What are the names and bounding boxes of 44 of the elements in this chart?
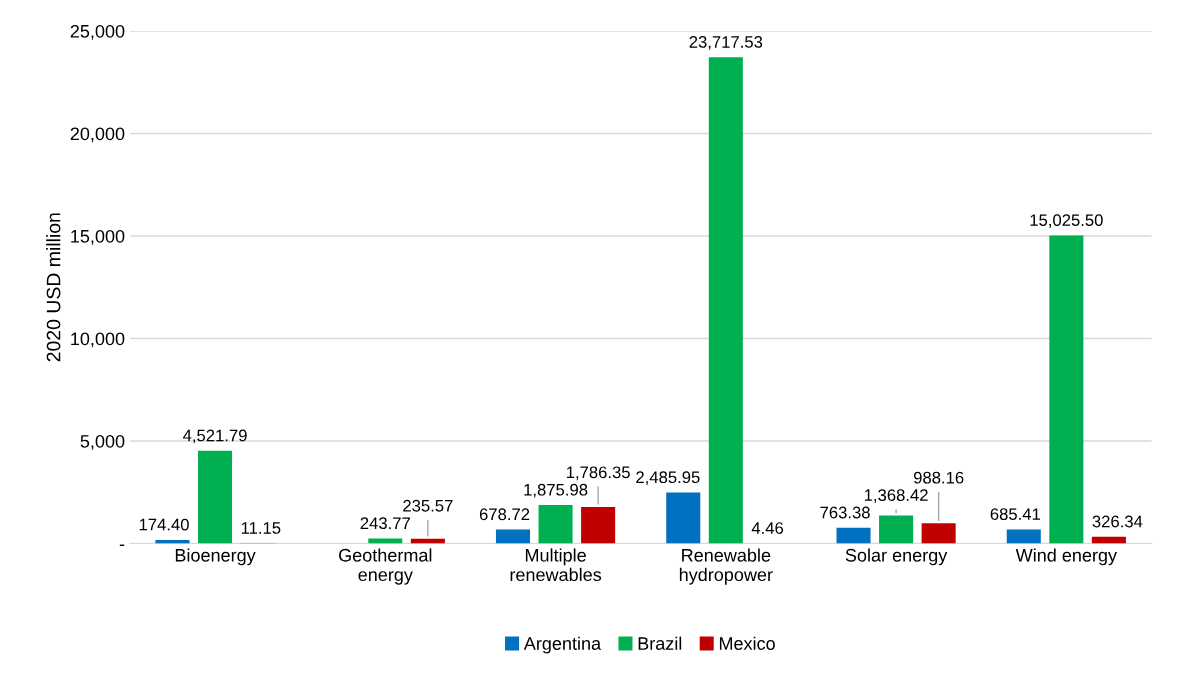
data-label: 243.77 xyxy=(360,517,410,530)
data-label: 174.40 xyxy=(139,518,189,531)
data-label: 235.57 xyxy=(403,499,453,512)
data-label: 988.16 xyxy=(913,471,964,484)
y-tick-label: - xyxy=(119,544,125,546)
y-tick-label: 5,000 xyxy=(80,434,125,450)
legend-label: Argentina xyxy=(523,636,602,654)
bar xyxy=(1006,529,1041,544)
data-label: 678.72 xyxy=(479,508,530,521)
x-tick-label: Multiple renewables xyxy=(510,548,602,582)
data-label: 685.41 xyxy=(990,508,1040,521)
data-label: 1,875.98 xyxy=(524,483,588,498)
data-label: 4.46 xyxy=(751,522,784,534)
data-label: 1,368.42 xyxy=(864,489,928,503)
bar xyxy=(495,529,531,544)
x-tick-label: Geothermal energy xyxy=(339,548,432,585)
bar xyxy=(581,506,616,544)
y-tick-label: 20,000 xyxy=(70,127,125,143)
bar xyxy=(666,492,701,544)
y-axis-title: 2020 USD million xyxy=(46,213,61,362)
bar xyxy=(538,505,573,544)
data-label: 763.38 xyxy=(820,506,870,519)
x-tick-label: Renewable hydropower xyxy=(679,548,773,585)
bar xyxy=(921,523,956,544)
x-tick-label: Bioenergy xyxy=(175,548,256,566)
data-label: 1,786.35 xyxy=(566,466,630,481)
bar xyxy=(198,450,233,544)
bar xyxy=(879,515,914,544)
bar xyxy=(708,57,743,544)
bar xyxy=(1049,235,1084,544)
data-label: 4,521.79 xyxy=(182,429,247,444)
x-tick-label: Solar energy xyxy=(845,548,948,566)
data-label: 11.15 xyxy=(241,522,281,534)
data-label: 15,025.50 xyxy=(1030,214,1103,228)
data-label: 23,717.53 xyxy=(689,36,763,50)
y-tick-label: 25,000 xyxy=(70,24,125,40)
x-tick-label: Wind energy xyxy=(1015,548,1117,566)
bar xyxy=(836,527,871,544)
y-tick-label: 15,000 xyxy=(71,229,125,245)
legend-label: Mexico xyxy=(719,636,775,650)
y-tick-label: 10,000 xyxy=(71,332,125,348)
data-label: 2,485.95 xyxy=(636,471,700,486)
data-label: 326.34 xyxy=(1092,515,1143,528)
legend-label: Brazil xyxy=(638,636,682,650)
